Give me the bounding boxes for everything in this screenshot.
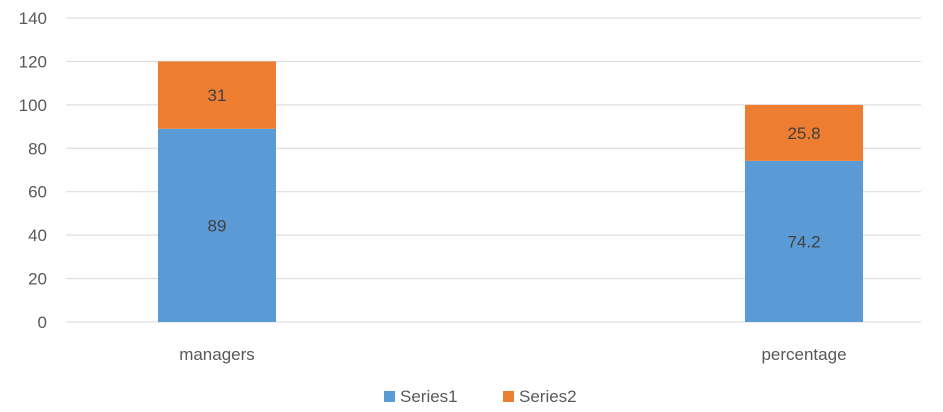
legend: Series1 Series2: [384, 387, 577, 406]
data-label-series1-managers: 89: [208, 216, 227, 235]
legend-swatch-series1: [384, 391, 395, 402]
y-tick-label: 140: [19, 9, 47, 28]
y-tick-label: 20: [28, 270, 47, 289]
y-tick-label: 80: [28, 139, 47, 158]
data-label-series2-percentage: 25.8: [787, 124, 820, 143]
y-tick-label: 60: [28, 183, 47, 202]
bars: [158, 61, 863, 322]
legend-swatch-series2: [503, 391, 514, 402]
legend-label-series2: Series2: [519, 387, 577, 406]
data-label-series1-percentage: 74.2: [787, 232, 820, 251]
y-tick-label: 0: [38, 313, 47, 332]
x-axis-category-labels: managers percentage: [179, 345, 846, 364]
bar-series1-percentage: [745, 160, 863, 322]
bar-series2-percentage: [745, 104, 863, 161]
y-tick-label: 120: [19, 52, 47, 71]
bar-series2-managers: [158, 61, 276, 129]
data-labels: 89 31 74.2 25.8: [208, 86, 821, 251]
bar-series1-managers: [158, 128, 276, 322]
data-label-series2-managers: 31: [208, 86, 227, 105]
y-tick-label: 40: [28, 226, 47, 245]
legend-label-series1: Series1: [400, 387, 458, 406]
category-label-managers: managers: [179, 345, 255, 364]
y-tick-label: 100: [19, 96, 47, 115]
category-label-percentage: percentage: [761, 345, 846, 364]
y-axis-tick-labels: 0 20 40 60 80 100 120 140: [19, 9, 47, 332]
